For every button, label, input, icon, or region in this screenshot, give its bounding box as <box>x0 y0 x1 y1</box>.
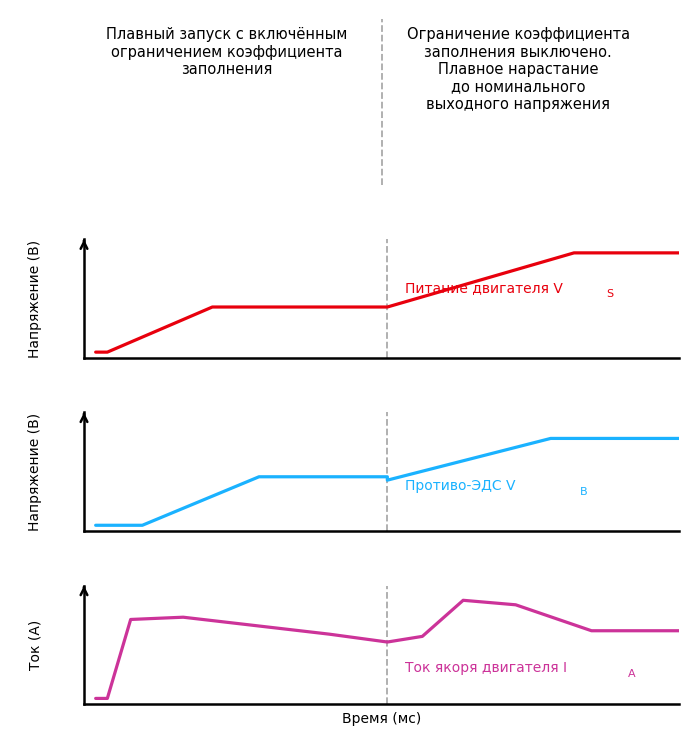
Text: В: В <box>580 487 587 497</box>
Text: Плавный запуск с включённым
ограничением коэффициента
заполнения: Плавный запуск с включённым ограничением… <box>106 27 347 77</box>
Y-axis label: Ток (А): Ток (А) <box>28 620 42 670</box>
Text: Противо-ЭДС V: Противо-ЭДС V <box>405 479 515 492</box>
Text: Питание двигателя V: Питание двигателя V <box>405 281 563 295</box>
Y-axis label: Напряжение (В): Напряжение (В) <box>28 239 42 358</box>
Text: А: А <box>628 669 636 679</box>
Text: S: S <box>606 289 613 299</box>
X-axis label: Время (мс): Время (мс) <box>342 712 421 727</box>
Y-axis label: Напряжение (В): Напряжение (В) <box>28 413 42 531</box>
Text: Ток якоря двигателя I: Ток якоря двигателя I <box>405 661 567 675</box>
Text: Ограничение коэффициента
заполнения выключено.
Плавное нарастание
до номинальног: Ограничение коэффициента заполнения выкл… <box>407 27 630 111</box>
